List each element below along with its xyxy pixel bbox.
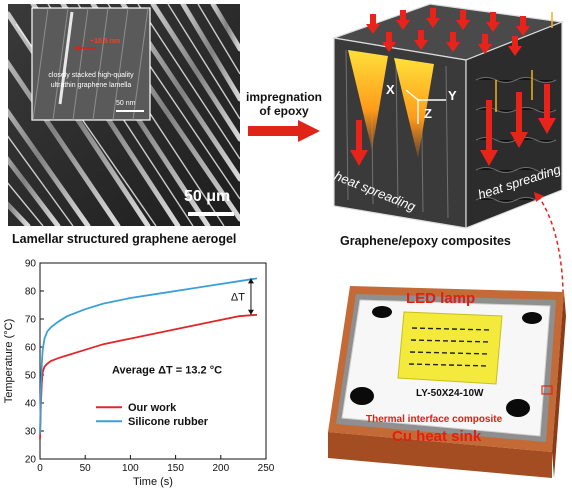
series-line-silicone-rubber <box>39 277 258 434</box>
legend-label: Silicone rubber <box>128 416 209 428</box>
y-tick-label: 90 <box>25 259 37 270</box>
y-tick-label: 30 <box>25 427 37 438</box>
inset-caption-line2: ultrathin graphene lamella <box>50 82 132 89</box>
y-tick-label: 40 <box>25 399 37 410</box>
y-tick-label: 70 <box>25 315 37 326</box>
y-tick-label: 20 <box>25 455 37 466</box>
y-axis-label: Temperature (°C) <box>3 319 15 403</box>
lamp-label: LED lamp <box>406 290 476 307</box>
x-tick-label: 250 <box>258 463 275 474</box>
inset-scale-label: ~10.5 nm <box>90 38 121 45</box>
series-line-our-work <box>39 313 258 440</box>
led-device <box>328 286 566 478</box>
composite-cube <box>331 3 565 229</box>
sink-label: Cu heat sink <box>392 428 482 445</box>
y-tick-label: 80 <box>25 287 37 298</box>
sem-image <box>0 1 243 229</box>
axis-z-label: Z <box>424 106 432 121</box>
scalebar-line <box>188 212 234 216</box>
temperature-chart: 0 50 100 150 200 250 20 30 40 50 60 70 80 90 Time (s) T… <box>3 259 275 489</box>
y-tick-label: 50 <box>25 371 37 382</box>
cube-caption: Graphene/epoxy composites <box>340 234 511 248</box>
scalebar-label: 50 μm <box>184 188 231 205</box>
inset-scalebar-label: 50 nm <box>116 100 136 107</box>
sem-caption: Lamellar structured graphene aerogel <box>12 232 237 246</box>
delta-arrow-up <box>247 278 254 284</box>
axis-y-label: Y <box>448 88 457 103</box>
average-delta-label: Average ΔT = 13.2 °C <box>112 364 222 376</box>
x-tick-label: 150 <box>167 463 184 474</box>
y-tick-label: 60 <box>25 343 37 354</box>
delta-arrow-down <box>247 309 254 315</box>
x-tick-label: 200 <box>212 463 229 474</box>
process-arrow <box>248 120 320 142</box>
process-label-line2: of epoxy <box>259 104 309 118</box>
delta-label: ΔT <box>231 292 245 304</box>
axis-x-label: X <box>386 82 395 97</box>
cube-panel: X Y Z heat spreading heat spreading <box>326 0 566 232</box>
inset-caption-line1: closely stacked high-quality <box>48 72 134 79</box>
x-axis-label: Time (s) <box>133 476 173 488</box>
sem-inset <box>31 7 151 121</box>
legend-label: Our work <box>128 402 177 414</box>
x-tick-label: 50 <box>80 463 92 474</box>
chip-label: LY-50X24-10W <box>416 388 484 399</box>
x-tick-label: 0 <box>37 463 43 474</box>
plot-frame <box>39 262 267 460</box>
process-label-line1: impregnation <box>245 90 322 104</box>
interface-label: Thermal interface composite <box>366 414 503 425</box>
inset-scalebar-line <box>116 110 144 112</box>
x-tick-label: 100 <box>122 463 139 474</box>
device-panel: LED lamp LY-50X24-10W Thermal interface … <box>320 282 568 490</box>
sem-image-panel: ~10.5 nm closely stacked high-quality ul… <box>0 1 243 229</box>
